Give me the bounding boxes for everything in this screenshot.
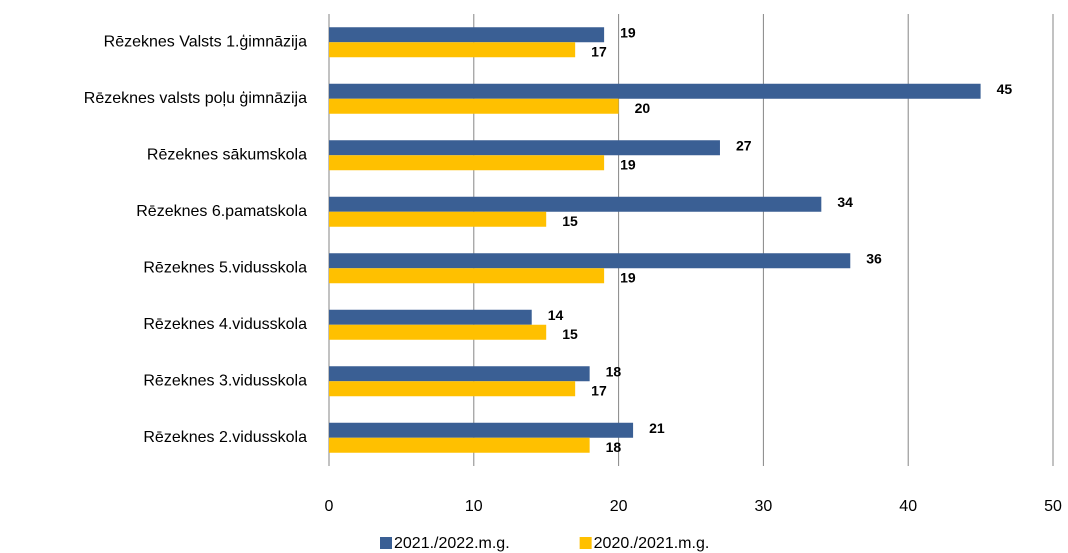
data-label: 17 [591,43,607,59]
bar [329,324,547,340]
data-label: 20 [635,100,651,116]
x-tick-label: 20 [610,498,628,515]
data-label: 36 [866,250,882,266]
y-tick-label: Rēzeknes 6.pamatskola [136,203,307,220]
y-tick-label: Rēzeknes 4.vidusskola [143,316,307,333]
y-tick-label: Rēzeknes 5.vidusskola [143,259,307,276]
bar [329,211,547,227]
legend-label: 2021./2022.m.g. [394,535,510,552]
x-tick-label: 40 [899,498,917,515]
y-tick-label: Rēzeknes 3.vidusskola [143,372,307,389]
data-label: 27 [736,137,752,153]
bar [329,155,605,171]
data-label: 21 [649,420,665,436]
bar [329,309,532,325]
data-label: 15 [562,326,578,342]
bar [329,422,634,438]
data-label: 18 [606,439,622,455]
bar [329,437,590,453]
data-label: 14 [548,307,564,323]
x-tick-label: 0 [325,498,334,515]
data-label: 18 [606,363,622,379]
data-label: 34 [837,194,853,210]
data-label: 45 [997,81,1013,97]
data-label: 17 [591,382,607,398]
bar [329,253,851,269]
x-tick-label: 50 [1044,498,1062,515]
data-label: 19 [620,269,636,285]
legend-swatch [579,537,592,549]
legend-swatch [380,537,392,549]
y-tick-label: Rēzeknes valsts poļu ģimnāzija [84,89,307,107]
y-tick-label: Rēzeknes sākumskola [147,146,307,163]
x-tick-label: 10 [465,498,483,515]
data-label: 15 [562,213,578,229]
bar [329,83,981,99]
x-tick-label: 30 [755,498,773,515]
bar [329,268,605,284]
bar [329,42,576,58]
data-label: 19 [620,24,636,40]
bar [329,366,590,382]
data-label: 19 [620,156,636,172]
bar [329,98,619,114]
y-tick-label: Rēzeknes Valsts 1.ģimnāzija [104,32,307,50]
legend-label: 2020./2021.m.g. [594,535,710,552]
bar [329,196,822,212]
bar [329,381,576,397]
bar [329,27,605,43]
y-tick-label: Rēzeknes 2.vidusskola [143,429,307,446]
bar [329,140,720,156]
